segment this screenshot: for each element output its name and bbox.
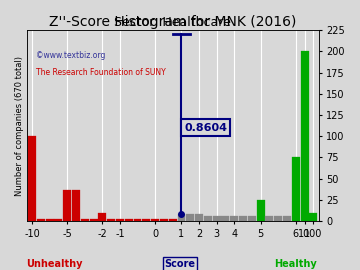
Text: ©www.textbiz.org: ©www.textbiz.org (36, 51, 105, 60)
Bar (151, 219, 159, 221)
Text: Healthy: Healthy (274, 259, 316, 269)
Bar (274, 216, 282, 221)
Text: Score: Score (165, 259, 195, 269)
Bar (230, 216, 238, 221)
Bar (239, 216, 247, 221)
Bar (265, 216, 273, 221)
Bar (90, 219, 98, 221)
Bar (107, 219, 115, 221)
Y-axis label: Number of companies (670 total): Number of companies (670 total) (15, 56, 24, 196)
Title: Z''-Score Histogram for MNK (2016): Z''-Score Histogram for MNK (2016) (49, 15, 296, 29)
Bar (177, 214, 185, 221)
Bar (221, 216, 229, 221)
Bar (54, 219, 62, 221)
Bar (283, 216, 291, 221)
Text: 0.8604: 0.8604 (184, 123, 227, 133)
Bar (134, 219, 141, 221)
Bar (81, 219, 89, 221)
Text: The Research Foundation of SUNY: The Research Foundation of SUNY (36, 68, 165, 77)
Bar (292, 157, 300, 221)
Bar (213, 216, 221, 221)
Bar (98, 213, 106, 221)
Bar (195, 214, 203, 221)
Bar (301, 51, 309, 221)
Bar (116, 219, 124, 221)
Bar (125, 219, 133, 221)
Bar (186, 214, 194, 221)
Bar (309, 213, 317, 221)
Bar (142, 219, 150, 221)
Bar (257, 200, 265, 221)
Bar (204, 216, 212, 221)
Bar (37, 219, 45, 221)
Bar (46, 219, 54, 221)
Text: Sector: Healthcare: Sector: Healthcare (114, 16, 231, 29)
Bar (160, 219, 168, 221)
Bar (28, 136, 36, 221)
Text: Unhealthy: Unhealthy (26, 259, 82, 269)
Bar (72, 190, 80, 221)
Bar (63, 190, 71, 221)
Bar (169, 219, 177, 221)
Bar (248, 216, 256, 221)
